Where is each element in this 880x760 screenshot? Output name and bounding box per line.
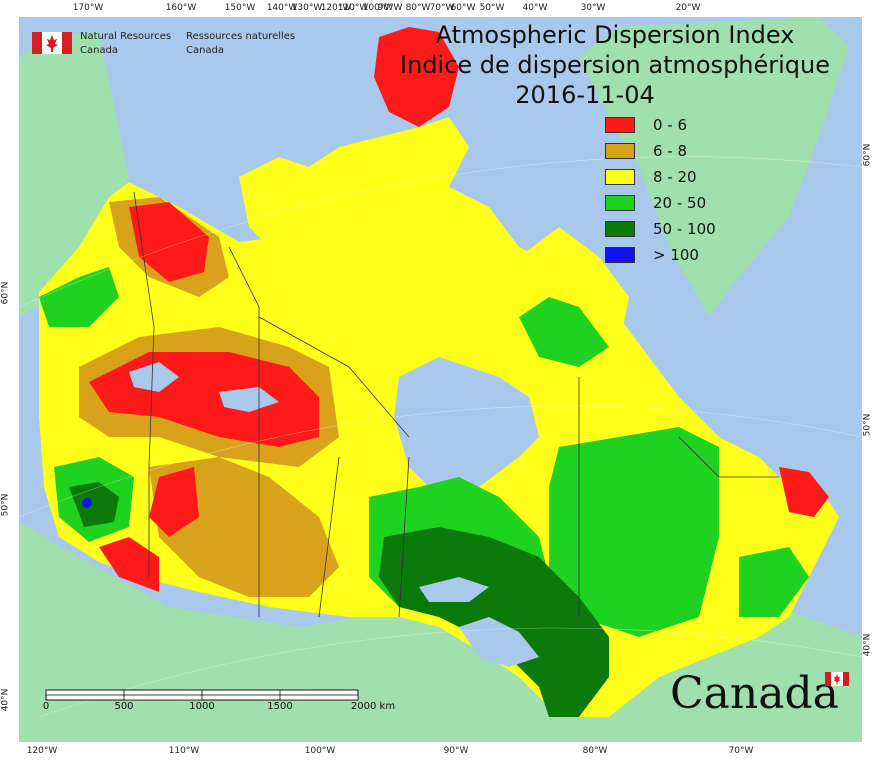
legend-label: 0 - 6 <box>653 116 688 134</box>
tick-top-150w: 150°W <box>224 3 256 13</box>
scale-label-2000: 2000 km <box>350 701 396 712</box>
tick-top-70w: 70°W <box>429 3 455 13</box>
map-title-fr: Indice de dispersion atmosphérique <box>400 51 831 79</box>
tick-top-30w: 30°W <box>580 3 606 13</box>
tick-top-170w: 170°W <box>72 3 104 13</box>
tick-left-40n: 40°N <box>0 688 11 712</box>
legend-swatch <box>605 221 635 237</box>
agency-fr-line1: Ressources naturelles <box>186 31 296 42</box>
scale-label-0: 0 <box>42 701 50 712</box>
tick-bottom-70w: 70°W <box>728 746 754 756</box>
provincial-borders <box>133 191 779 618</box>
tick-top-60w: 60°W <box>450 3 476 13</box>
legend-item: 6 - 8 <box>605 141 725 161</box>
legend-swatch <box>605 195 635 211</box>
tick-bottom-100w: 100°W <box>304 746 336 756</box>
agency-en-line2: Canada <box>80 45 119 56</box>
graticule <box>19 156 862 718</box>
blue-spot <box>82 498 92 508</box>
tick-top-110w: 110°W <box>337 3 369 13</box>
tick-bottom-120w: 120°W <box>26 746 58 756</box>
tick-top-50w: 50°W <box>479 3 505 13</box>
hudson-bay <box>394 357 539 497</box>
lake-superior <box>419 577 489 602</box>
red-southwest <box>99 537 159 592</box>
legend-label: 8 - 20 <box>653 168 697 186</box>
red-prairie <box>149 467 199 537</box>
green-maritimes <box>739 547 809 617</box>
legend-label: 20 - 50 <box>653 194 707 212</box>
tick-left-50n: 50°N <box>0 493 11 517</box>
tick-top-20w: 20°W <box>675 3 701 13</box>
map-title-en: Atmospheric Dispersion Index <box>435 21 795 49</box>
great-lakes <box>459 617 539 667</box>
map-date: 2016-11-04 <box>515 81 655 109</box>
legend-swatch <box>605 169 635 185</box>
greenland-landmass <box>579 17 849 317</box>
canada-wordmark: Canada <box>670 668 849 719</box>
tick-right-50n: 50°N <box>862 413 873 437</box>
tick-top-120w: 120°W <box>320 3 352 13</box>
tick-top-90w: 90°W <box>377 3 403 13</box>
map-title-block: Atmospheric Dispersion Index Indice de d… <box>400 20 830 110</box>
legend-item: 50 - 100 <box>605 219 725 239</box>
agency-name-en: Natural Resources Canada <box>80 30 171 58</box>
map-canvas <box>19 17 862 742</box>
scale-label-1500: 1500 <box>267 701 293 712</box>
green-quebec <box>549 427 719 637</box>
tick-top-100w: 100°W <box>362 3 394 13</box>
agency-name-fr: Ressources naturelles Canada <box>186 30 295 58</box>
ellesmere-red <box>374 27 459 127</box>
legend-swatch <box>605 117 635 133</box>
wordmark-flag-icon <box>825 672 849 686</box>
great-slave-lake <box>219 387 279 412</box>
red-newfoundland <box>779 467 829 517</box>
legend-item: 8 - 20 <box>605 167 725 187</box>
legend-item: > 100 <box>605 245 725 265</box>
baffin-green <box>519 297 609 367</box>
legend-label: > 100 <box>653 246 699 264</box>
scale-bar-graphic <box>45 689 359 701</box>
agency-en-line1: Natural Resources <box>80 31 172 42</box>
tick-bottom-90w: 90°W <box>443 746 469 756</box>
tick-bottom-80w: 80°W <box>582 746 608 756</box>
dispersion-map <box>19 17 862 742</box>
agency-fr-line2: Canada <box>186 45 225 56</box>
green-yukon <box>39 267 119 327</box>
tick-top-40w: 40°W <box>522 3 548 13</box>
legend-label: 6 - 8 <box>653 142 688 160</box>
canada-flag-icon <box>32 32 72 54</box>
legend-item: 0 - 6 <box>605 115 725 135</box>
legend-swatch <box>605 247 635 263</box>
tick-top-130w: 130°W <box>291 3 323 13</box>
tick-right-60n: 60°N <box>862 143 873 167</box>
alaska-landmass <box>19 32 129 317</box>
tick-top-140w: 140°W <box>266 3 298 13</box>
scale-label-1000: 1000 <box>189 701 215 712</box>
legend-label: 50 - 100 <box>653 220 716 238</box>
scale-label-500: 500 <box>114 701 134 712</box>
legend-swatch <box>605 143 635 159</box>
red-northwest <box>129 202 209 282</box>
canada-wordmark-text: Canada <box>670 668 839 719</box>
tick-left-60n: 60°N <box>0 281 11 305</box>
tick-right-40n: 40°N <box>862 633 873 657</box>
great-bear-lake <box>129 362 179 392</box>
arctic-islands <box>239 117 519 287</box>
tick-bottom-110w: 110°W <box>168 746 200 756</box>
legend-item: 20 - 50 <box>605 193 725 213</box>
tick-top-160w: 160°W <box>165 3 197 13</box>
tick-top-80w: 80°W <box>405 3 431 13</box>
